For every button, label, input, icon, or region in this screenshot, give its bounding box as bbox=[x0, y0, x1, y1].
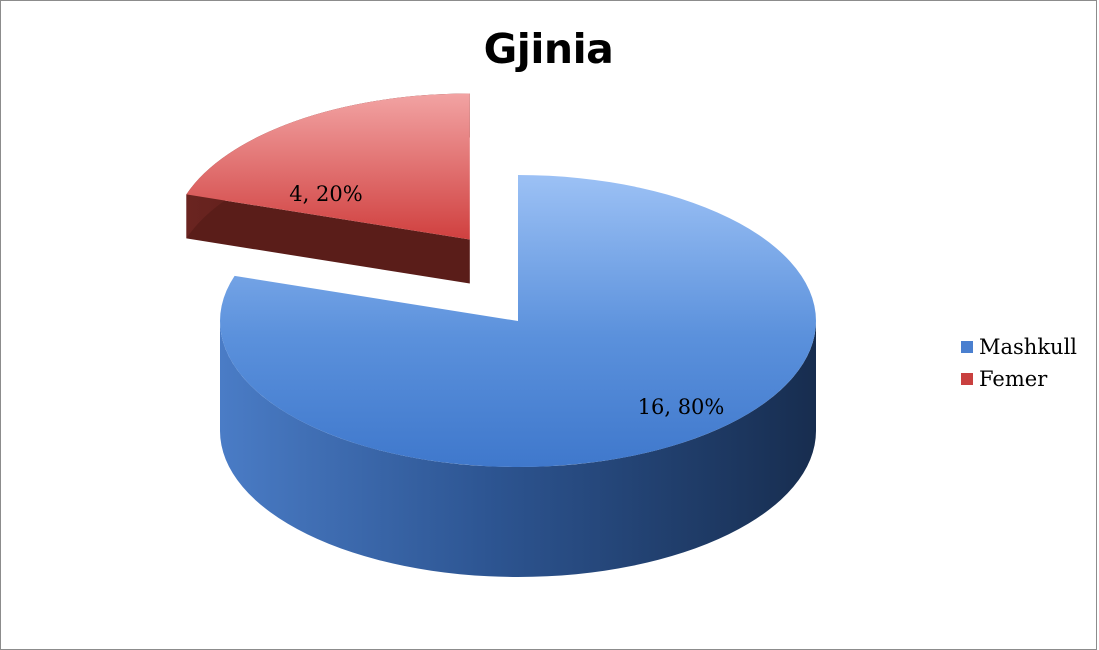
data-label-mashkull: 16, 80% bbox=[638, 395, 725, 419]
legend-item-mashkull: Mashkull bbox=[961, 331, 1077, 363]
pie-slice-femer bbox=[186, 93, 470, 284]
legend-swatch-mashkull bbox=[961, 341, 973, 353]
data-label-femer: 4, 20% bbox=[289, 182, 362, 206]
chart-title: Gjinia bbox=[483, 25, 614, 73]
legend: Mashkull Femer bbox=[961, 331, 1077, 395]
legend-label-femer: Femer bbox=[979, 367, 1048, 391]
legend-label-mashkull: Mashkull bbox=[979, 335, 1078, 359]
pie-slice-mashkull bbox=[219, 175, 816, 577]
legend-swatch-femer bbox=[961, 373, 973, 385]
legend-item-femer: Femer bbox=[961, 363, 1077, 395]
